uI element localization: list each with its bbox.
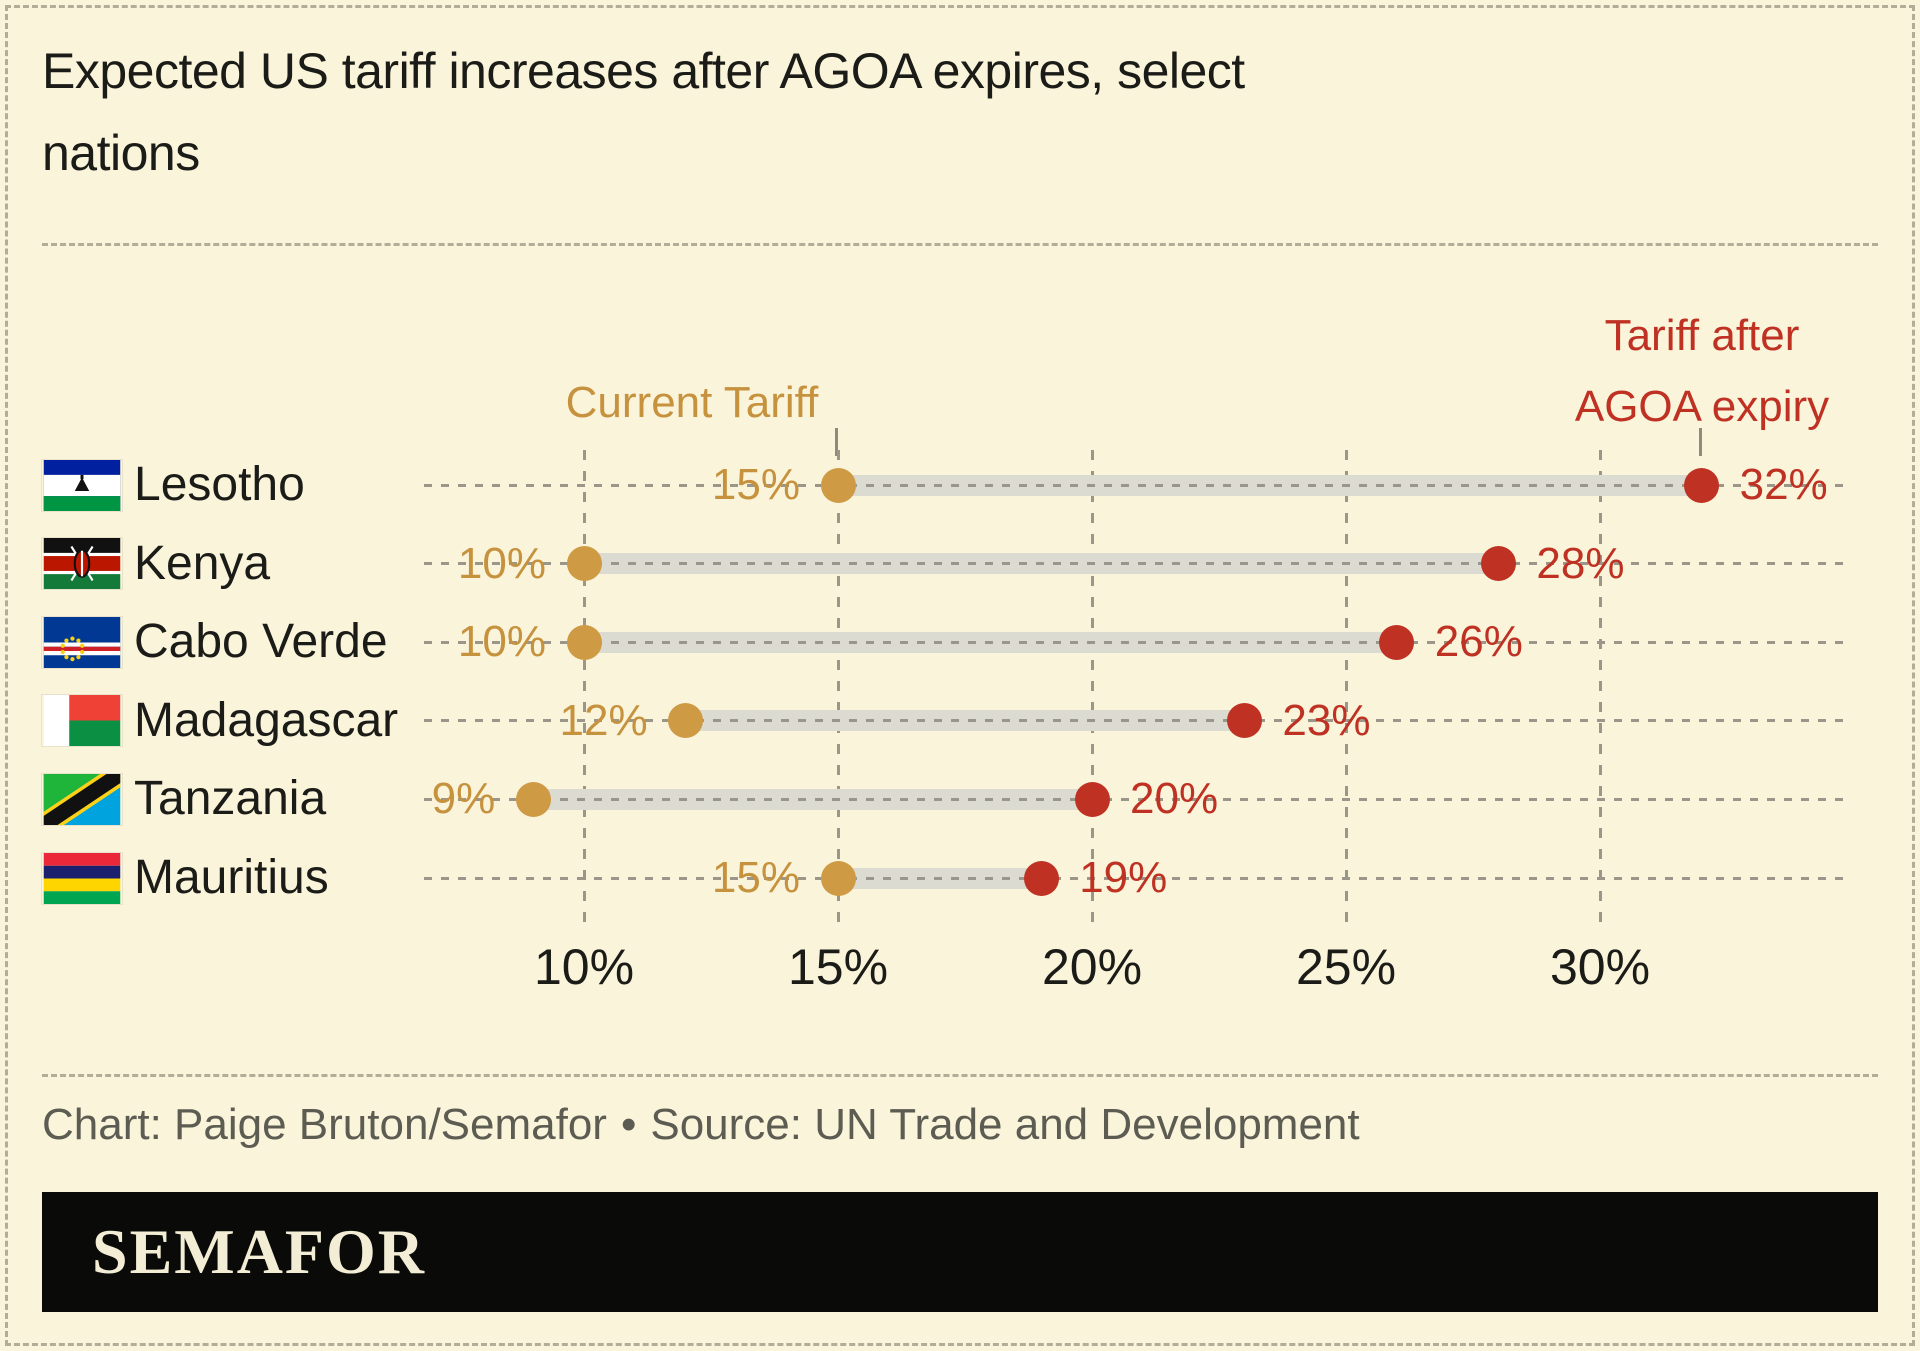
chart-footer: Chart: Paige Bruton/Semafor • Source: UN T… [42,1100,1360,1150]
after-tariff-dot-mauritius [1023,860,1059,896]
legend-after-pointer-tick [1699,428,1702,456]
chart-title-line1: Expected US tariff increases after AGOA … [42,43,1245,99]
row-leader-line-tanzania [424,797,1852,801]
row-label-cabo-verde: Cabo Verde [134,615,388,669]
semafor-logo: SEMAFOR [92,1216,426,1287]
row-leader-line-lesotho [424,483,1852,487]
x-gridline-30 [1598,450,1602,932]
current-tariff-value-kenya: 10% [457,538,546,588]
row-label-madagascar: Madagascar [134,693,399,747]
after-tariff-value-madagascar: 23% [1282,695,1371,745]
current-tariff-dot-kenya [566,546,602,582]
x-gridline-15 [836,450,840,932]
row-label-tanzania: Tanzania [134,772,327,826]
after-tariff-dot-cabo-verde [1379,624,1415,660]
after-tariff-value-cabo-verde: 26% [1434,617,1523,667]
footer-divider [42,1074,1878,1077]
row-label-kenya: Kenya [134,536,271,590]
row-leader-line-madagascar [424,719,1852,723]
after-tariff-value-kenya: 28% [1536,538,1625,588]
chart-source: Source: UN Trade and Development [650,1100,1360,1149]
row-leader-line-mauritius [424,876,1852,880]
flag-icon-kenya [42,538,122,590]
current-tariff-dot-madagascar [668,703,704,739]
legend-after-tariff: Tariff after AGOA expiry [1452,300,1920,442]
x-gridline-20 [1090,450,1094,932]
flag-icon-mauritius [42,852,122,904]
current-tariff-dot-tanzania [515,781,551,817]
legend-after-line2: AGOA expiry [1574,382,1830,431]
after-tariff-value-lesotho: 32% [1739,460,1828,509]
current-tariff-value-lesotho: 15% [711,460,800,509]
row-leader-line-kenya [424,562,1852,566]
current-tariff-value-madagascar: 12% [559,695,648,745]
legend-current-pointer-tick [835,428,838,456]
after-tariff-dot-tanzania [1074,781,1110,817]
row-label-mauritius: Mauritius [134,851,329,904]
x-gridline-25 [1344,450,1348,932]
current-tariff-dot-cabo-verde [566,624,602,660]
semafor-banner: SEMAFOR [42,1192,1878,1312]
current-tariff-dot-mauritius [820,860,856,896]
after-tariff-value-tanzania: 20% [1130,774,1219,824]
current-tariff-dot-lesotho [820,467,856,503]
row-leader-line-cabo-verde [424,640,1852,644]
flag-icon-madagascar [42,695,122,747]
title-divider [42,243,1878,246]
after-tariff-value-mauritius: 19% [1079,853,1168,902]
legend-after-line1: Tariff after [1604,311,1800,360]
row-label-lesotho: Lesotho [134,458,305,511]
after-tariff-dot-lesotho [1684,467,1720,503]
chart-credit: Chart: Paige Bruton/Semafor [42,1100,607,1149]
current-tariff-value-cabo-verde: 10% [457,617,546,667]
x-axis-tick-label: 10% [533,939,635,995]
x-axis-tick-label: 20% [1041,939,1143,995]
x-axis-tick-label: 30% [1549,939,1651,995]
x-axis-tick-label: 25% [1295,939,1397,995]
current-tariff-value-mauritius: 15% [711,853,800,902]
flag-icon-tanzania [42,773,122,825]
footer-separator: • [620,1100,637,1149]
legend-current-tariff: Current Tariff [565,378,819,427]
x-axis-tick-label: 15% [787,939,889,995]
flag-icon-lesotho [42,459,122,511]
after-tariff-dot-madagascar [1226,703,1262,739]
chart-title-line2: nations [42,125,200,181]
after-tariff-dot-kenya [1480,546,1516,582]
chart-title: Expected US tariff increases after AGOA … [42,30,1542,194]
flag-icon-cabo-verde [42,616,122,668]
x-gridline-10 [582,450,586,932]
current-tariff-value-tanzania: 9% [431,774,496,824]
